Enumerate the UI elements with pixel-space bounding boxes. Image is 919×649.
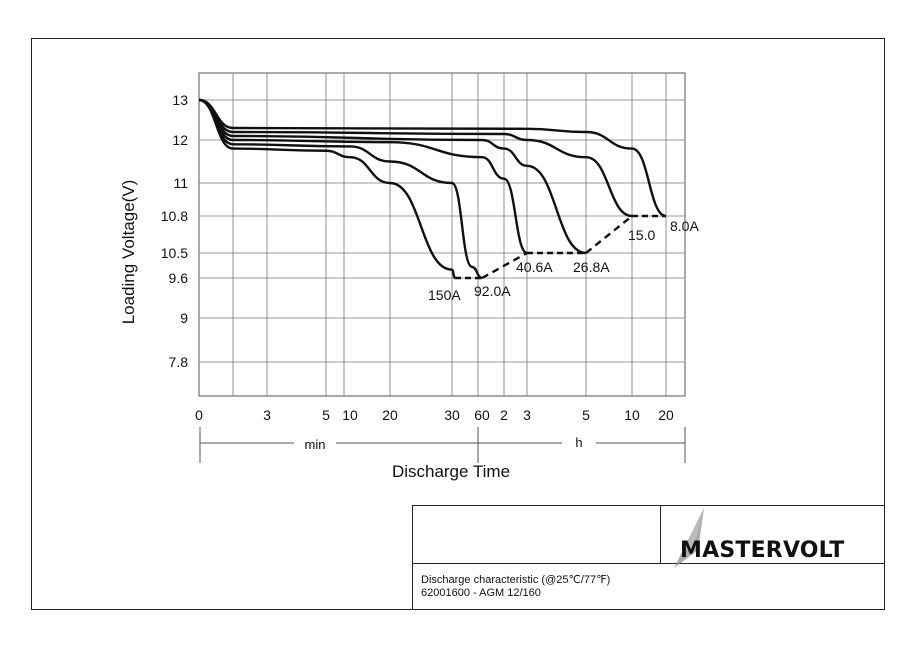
y-tick-label: 11 [173, 175, 188, 191]
series-label: 150A [428, 287, 461, 303]
discharge-curves [198, 98, 667, 280]
drawing-frame [31, 38, 885, 610]
caption-line2: 62001600 - AGM 12/160 [421, 587, 541, 599]
x-tick-label: 5 [322, 407, 330, 423]
title-block-left [412, 505, 413, 610]
y-tick-label: 10.5 [161, 245, 188, 261]
series-labels: 150A 92.0A 40.6A 26.8A 15.0 8.0A [428, 218, 699, 303]
end-voltage-segment [481, 251, 528, 280]
title-block-divider-h [412, 563, 885, 564]
y-tick-label: 7.8 [169, 354, 189, 370]
x-tick-label: 20 [658, 407, 674, 423]
title-block-divider-v [660, 505, 661, 563]
series-line [198, 98, 528, 255]
mastervolt-logo-mark [674, 508, 704, 568]
series-label: 92.0A [474, 283, 511, 299]
x-tick-label: 30 [444, 407, 460, 423]
series-label: 8.0A [670, 218, 699, 234]
x-axis-label: Discharge Time [392, 462, 510, 481]
series-line [198, 98, 456, 280]
x-tick-label: 20 [382, 407, 398, 423]
y-axis-label: Loading Voltage(V) [119, 180, 138, 325]
y-tick-labels: 13 12 11 10.8 10.5 9.6 9 7.8 [161, 92, 188, 370]
x-tick-label: 5 [582, 407, 590, 423]
chart-grid [198, 72, 686, 397]
unit-min-label: min [305, 437, 326, 452]
x-tick-label: 60 [474, 407, 490, 423]
end-voltage-line [455, 214, 666, 280]
y-tick-label: 9 [180, 310, 188, 326]
y-tick-label: 9.6 [169, 270, 189, 286]
title-block-top [412, 505, 885, 506]
series-line [198, 98, 483, 280]
y-tick-label: 10.8 [161, 208, 188, 224]
x-tick-labels: 0 3 5 10 20 30 60 2 3 5 10 20 [195, 407, 674, 423]
plot-border [198, 72, 686, 397]
series-line [198, 98, 667, 218]
end-voltage-segment [585, 215, 633, 254]
caption-line1: Discharge characteristic (@25℃/77℉) [421, 574, 611, 586]
unit-h-label: h [575, 435, 582, 450]
x-tick-label: 10 [624, 407, 640, 423]
x-tick-label: 3 [523, 407, 531, 423]
series-label: 15.0 [628, 227, 655, 243]
x-tick-label: 3 [263, 407, 271, 423]
time-unit-rulers [199, 427, 686, 463]
x-tick-label: 2 [500, 407, 508, 423]
series-label: 26.8A [573, 259, 610, 275]
x-tick-label: 0 [195, 407, 203, 423]
brand-name: MASTERVOLT [680, 538, 845, 563]
y-tick-label: 13 [172, 92, 188, 108]
series-label: 40.6A [516, 259, 553, 275]
x-tick-label: 10 [342, 407, 358, 423]
series-line [198, 98, 587, 255]
series-line [198, 98, 633, 218]
y-tick-label: 12 [172, 132, 188, 148]
